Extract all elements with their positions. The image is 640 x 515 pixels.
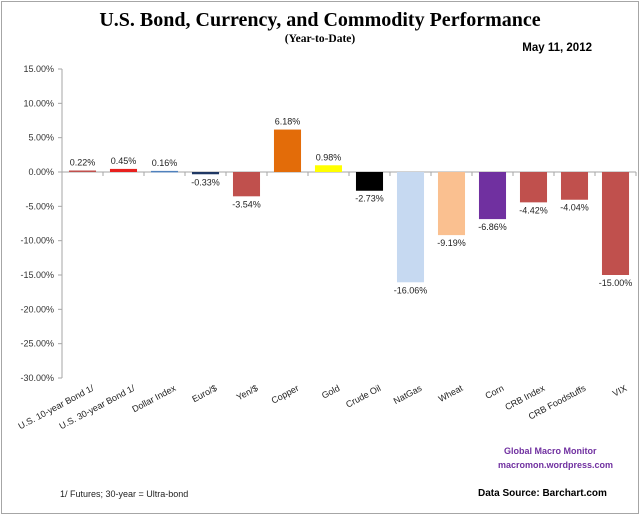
y-tick-label: 15.00% [23,64,54,74]
category-label: Copper [270,383,301,406]
category-label: Wheat [437,383,465,404]
chart-subtitle: (Year-to-Date) [284,33,356,45]
data-label: -4.42% [519,205,548,215]
data-label: -15.00% [599,278,633,288]
y-tick-label: -5.00% [25,201,54,211]
bar [478,172,507,220]
data-label: -6.86% [478,222,507,232]
bars [68,129,630,283]
category-label: U.S. 10-year Bond 1/ [17,383,96,432]
bar [519,172,548,203]
bar [314,165,343,172]
category-label: NatGas [392,383,424,406]
data-label: 0.98% [316,152,342,162]
y-tick-label: -20.00% [20,304,54,314]
credit-name: Global Macro Monitor [504,446,597,456]
data-label: -4.04% [560,203,589,213]
data-label: 6.18% [275,117,301,127]
axes: 15.00% 10.00% 5.00% 0.00% -5.00% -10.00% -15.0… [20,64,637,383]
category-label: Gold [320,383,341,401]
credit-url: macromon.wordpress.com [498,460,614,470]
bar [437,172,466,236]
bar [191,172,220,175]
category-label: Corn [484,383,506,401]
y-tick-label: 5.00% [28,133,54,143]
category-label: Crude Oil [344,383,382,410]
y-tick-label: -10.00% [20,236,54,246]
bar [232,172,261,197]
bar [109,168,138,172]
chart-date: May 11, 2012 [522,42,592,54]
y-tick-label: -25.00% [20,339,54,349]
data-label: 0.16% [152,158,178,168]
y-tick-label: 10.00% [23,98,54,108]
y-tick-label: 0.00% [28,167,54,177]
chart-title: U.S. Bond, Currency, and Commodity Perfo… [99,9,541,31]
data-label: 0.45% [111,156,137,166]
y-tick-label: -15.00% [20,270,54,280]
bar [150,170,179,173]
bar [396,172,425,283]
category-label: Dollar Index [130,383,178,415]
data-label: -3.54% [232,199,261,209]
bar [560,172,589,200]
data-label: -0.33% [191,177,220,187]
category-label: U.S. 30-year Bond 1/ [58,383,137,432]
category-label: VIX [611,383,629,399]
data-label: -2.73% [355,194,384,204]
data-label: -16.06% [394,285,428,295]
bar [355,172,384,191]
category-label: Yen/$ [235,383,260,402]
data-source: Data Source: Barchart.com [478,488,607,499]
y-tick-label: -30.00% [20,373,54,383]
data-label: 0.22% [70,157,96,167]
footnote: 1/ Futures; 30-year = Ultra-bond [60,489,189,499]
bar [68,170,97,172]
bar [601,172,630,275]
category-label: Euro/$ [190,383,218,404]
bar [273,129,302,172]
data-label: -9.19% [437,238,466,248]
category-labels: U.S. 10-year Bond 1/U.S. 30-year Bond 1/… [17,383,629,432]
data-labels: 0.22% 0.45% 0.16% -0.33% -3.54% 6.18% 0.98% -2.… [70,117,633,296]
